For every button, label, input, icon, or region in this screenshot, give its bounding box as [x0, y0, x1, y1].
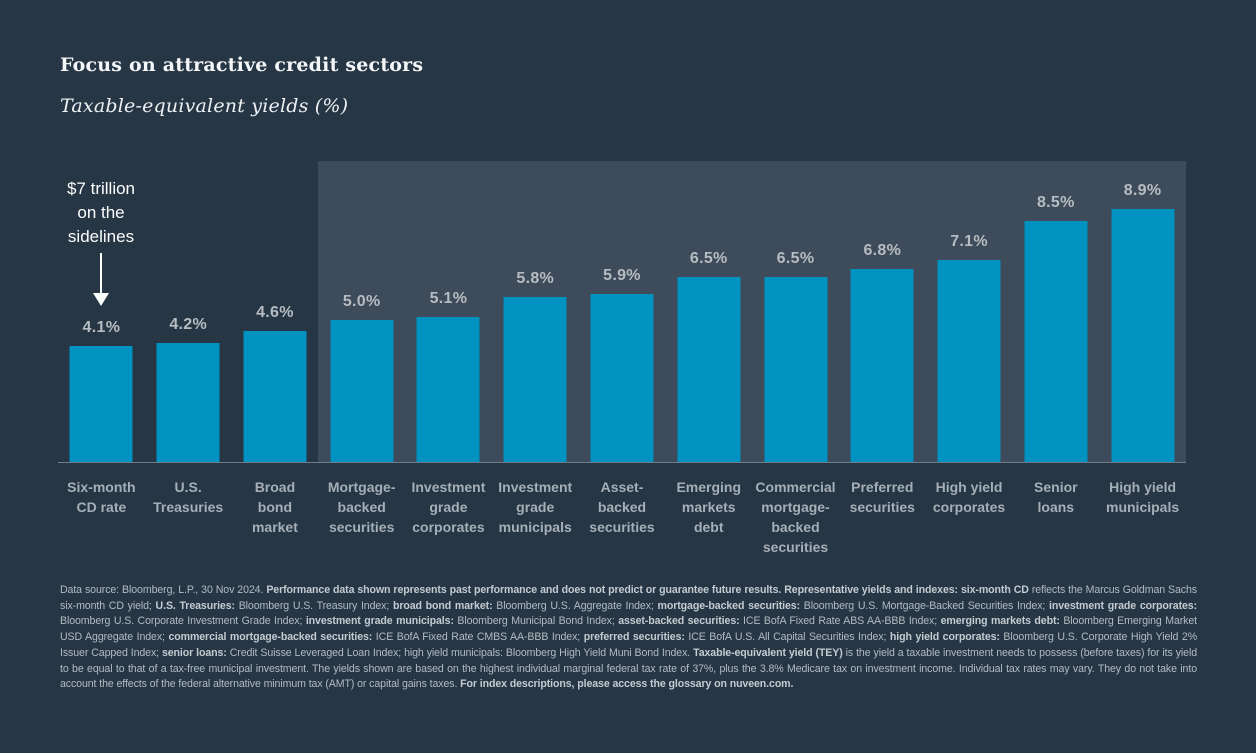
- bar-column: 4.1%: [58, 161, 145, 462]
- footnote-bold-segment: high yield corporates:: [889, 631, 1000, 644]
- bar-column: 4.6%: [232, 161, 319, 462]
- bar: [1024, 220, 1088, 462]
- footnote-segment: is the yield a taxable investment needs …: [60, 646, 1197, 691]
- footnote-bold-segment: asset-backed securities:: [618, 615, 740, 628]
- bar: [69, 345, 133, 462]
- footnote-segment: Credit Suisse Leveraged Loan Index; high…: [226, 646, 694, 659]
- annotation-line: on the: [77, 203, 125, 222]
- footnote-bold-segment: broad bond market:: [392, 599, 493, 612]
- footnote-bold-segment: emerging markets debt:: [940, 615, 1060, 628]
- page-title: Focus on attractive credit sectors: [60, 54, 424, 76]
- bar-column: 8.9%: [1099, 161, 1186, 462]
- footnote-bold-segment: For index descriptions, please access th…: [460, 678, 794, 691]
- bar-value-label: 4.1%: [82, 318, 121, 336]
- bars-container: 4.1% 4.2% 4.6% 5.0% 5.1% 5.8% 5.9% 6.5% 6.5% 6.8%…: [58, 161, 1186, 462]
- footnote-segment: Bloomberg Municipal Bond Index;: [453, 615, 619, 628]
- bar-value-label: 5.1%: [429, 290, 468, 308]
- footnote-segment: reflects the Marcus Goldman Sachs six-mo…: [60, 584, 1197, 612]
- bar-value-label: 5.8%: [516, 270, 555, 288]
- sidelines-annotation: $7 trillion on the sidelines: [39, 177, 163, 249]
- footnote-bold-segment: mortgage-backed securities:: [657, 599, 801, 612]
- bar-column: 5.0%: [318, 161, 405, 462]
- footnote-segment: Bloomberg U.S. Corporate High Yield 2% I…: [60, 631, 1198, 659]
- bar-value-label: 4.2%: [169, 315, 207, 333]
- bar-value-label: 6.5%: [776, 250, 815, 268]
- bar-value-label: 6.8%: [863, 241, 902, 259]
- bar-category-label: Asset-backed securities: [589, 479, 655, 535]
- footnote: Data source: Bloomberg, L.P., 30 Nov 202…: [60, 583, 1197, 693]
- bar: [156, 342, 220, 462]
- bar: [764, 277, 827, 462]
- bar-column: 5.9%: [579, 161, 666, 462]
- bar-column: 8.5%: [1012, 161, 1099, 462]
- footnote-bold-segment: preferred securities:: [583, 631, 685, 644]
- footnote-segment: Bloomberg Emerging Market USD Aggregate …: [60, 615, 1197, 644]
- footnote-bold-segment: U.S. Treasuries:: [155, 599, 236, 612]
- bar-column: 6.5%: [752, 161, 839, 462]
- bar: [1111, 209, 1175, 462]
- footnote-bold-segment: investment grade corporates:: [1049, 599, 1198, 612]
- bar-value-label: 8.5%: [1036, 193, 1075, 211]
- bar-value-label: 5.9%: [603, 267, 641, 285]
- footnote-bold-segment: commercial mortgage-backed securities:: [168, 631, 373, 644]
- arrow-head: [93, 293, 109, 306]
- x-axis-line: [58, 462, 1186, 463]
- bar-column: 5.8%: [492, 161, 579, 462]
- bar: [590, 294, 654, 462]
- footnote-segment: ICE BofA U.S. All Capital Securities Ind…: [684, 631, 890, 644]
- x-axis-labels: Six-month CD rate U.S. Treasuries Broad bond m…: [58, 477, 1186, 557]
- bar-column: 6.5%: [665, 161, 752, 462]
- footnote-segment: Bloomberg U.S. Corporate Investment Grad…: [60, 615, 306, 628]
- bar-column: 4.2%: [145, 161, 232, 462]
- bar-column: 6.8%: [839, 161, 926, 462]
- bar-value-label: 6.5%: [689, 250, 728, 268]
- arrow-shaft: [100, 253, 102, 293]
- bar: [416, 317, 480, 462]
- bar-category-label: High yield municipals: [1106, 479, 1180, 515]
- bar-category-label: Broad bond market: [251, 479, 298, 535]
- bar-category-label: Commercial mortgage-backed securities: [755, 479, 836, 555]
- annotation-line: sidelines: [67, 227, 135, 246]
- bar-category-label: Preferred securities: [849, 479, 915, 515]
- footnote-segment: ICE BofA Fixed Rate CMBS AA-BBB Index;: [372, 631, 584, 644]
- bar: [330, 320, 394, 462]
- bar-category-label: High yield corporates: [932, 479, 1006, 515]
- bar-category-label: Mortgage-backed securities: [327, 479, 396, 535]
- footnote-segment: Data source: Bloomberg, L.P., 30 Nov 202…: [60, 584, 267, 596]
- bar: [243, 331, 307, 462]
- bar-category-label: Investment grade municipals: [498, 479, 573, 535]
- footnote-bold-segment: senior loans:: [161, 646, 227, 659]
- footnote-bold-segment: Taxable-equivalent yield (TEY): [693, 646, 843, 659]
- bar: [677, 277, 741, 462]
- bar-category-label: Emerging markets debt: [676, 479, 742, 535]
- bar: [937, 260, 1001, 462]
- bar-value-label: 4.6%: [256, 304, 294, 322]
- bar-column: 5.1%: [405, 161, 492, 462]
- bar-category-label: Investment grade corporates: [411, 479, 486, 535]
- bar-category-label: Senior loans: [1034, 479, 1078, 515]
- bar-category-label: U.S. Treasuries: [153, 479, 224, 515]
- bar-value-label: 5.0%: [342, 293, 381, 310]
- bar-column: 7.1%: [926, 161, 1013, 462]
- bar: [850, 268, 914, 462]
- footnote-bold-segment: Performance data shown represents past p…: [266, 584, 1029, 596]
- bar-value-label: 8.9%: [1123, 182, 1162, 200]
- footnote-segment: ICE BofA Fixed Rate ABS AA-BBB Index;: [739, 615, 941, 628]
- bar-category-label: Six-month CD rate: [67, 479, 136, 515]
- bar: [503, 297, 567, 462]
- footnote-segment: Bloomberg U.S. Mortgage-Backed Securitie…: [800, 599, 1050, 612]
- footnote-bold-segment: investment grade municipals:: [305, 615, 454, 628]
- bar-value-label: 7.1%: [950, 233, 988, 251]
- annotation-line: $7 trillion: [66, 179, 136, 198]
- page-subtitle: Taxable-equivalent yields (%): [60, 95, 349, 117]
- footnote-segment: Bloomberg U.S. Aggregate Index;: [492, 599, 658, 612]
- footnote-segment: Bloomberg U.S. Treasury Index;: [234, 599, 393, 612]
- bar-chart: 4.1% 4.2% 4.6% 5.0% 5.1% 5.8% 5.9% 6.5% 6.5% 6.8%…: [58, 161, 1186, 463]
